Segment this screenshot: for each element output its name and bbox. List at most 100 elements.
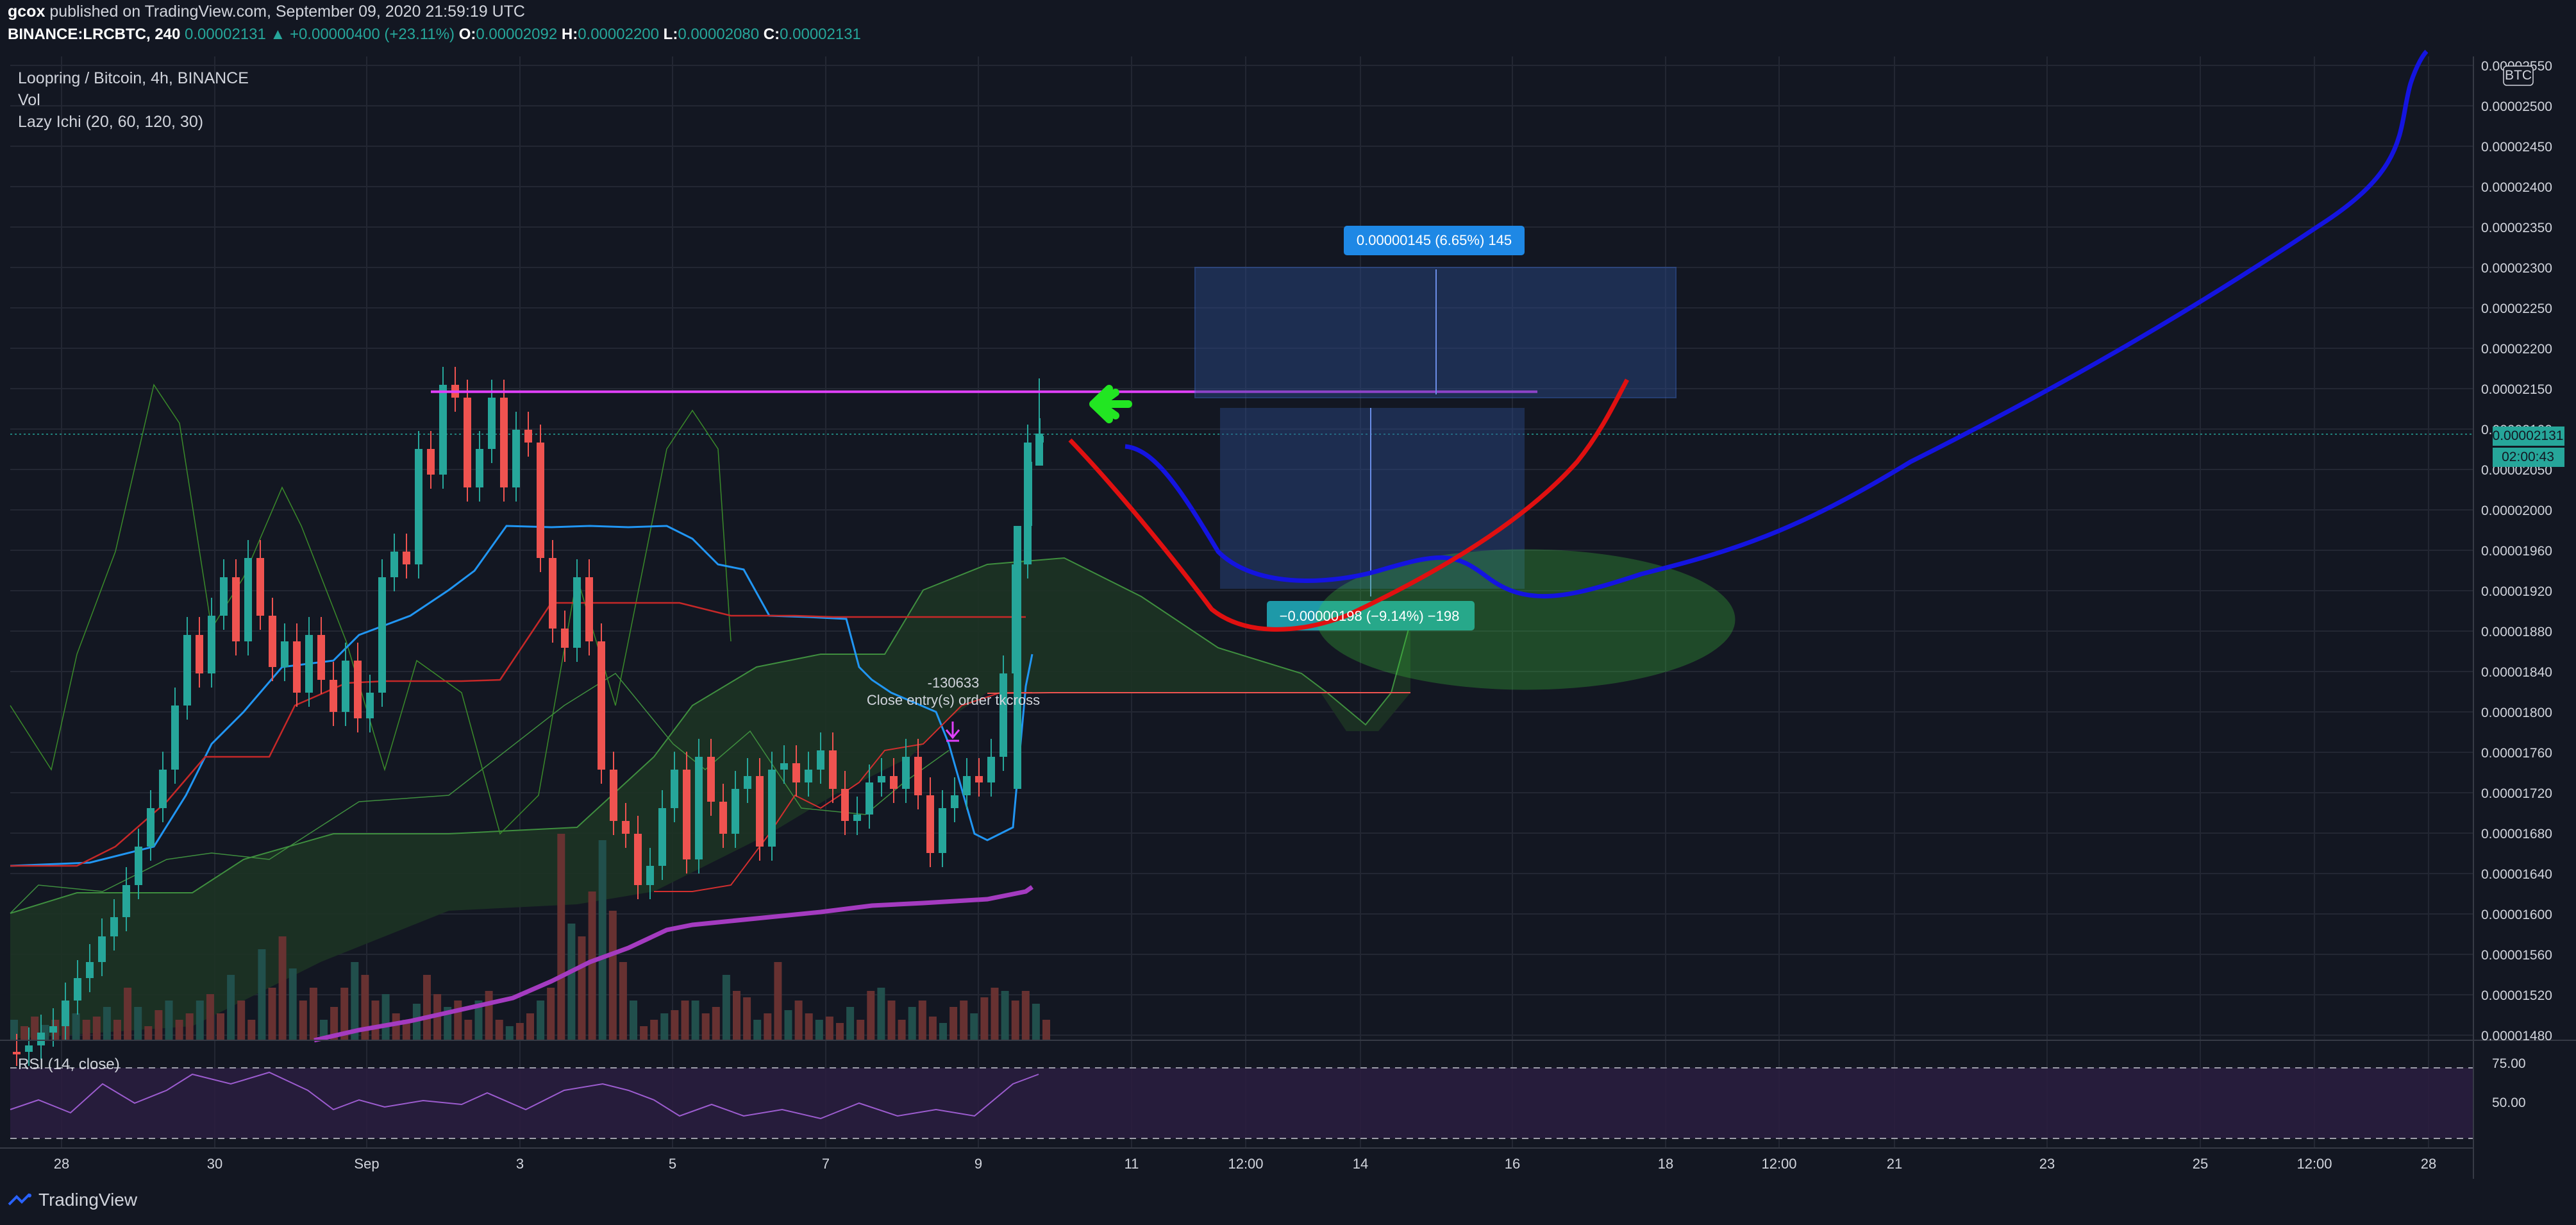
volume-bar: [134, 1007, 142, 1040]
candle-body: [537, 443, 544, 558]
candle-body: [196, 635, 203, 673]
volume-bar: [691, 1001, 699, 1040]
candle-body: [951, 795, 958, 808]
candle-body: [805, 770, 812, 782]
target-label-text: 0.00000145 (6.65%) 145: [1357, 232, 1512, 248]
candle-body: [135, 847, 142, 885]
candle-body: [841, 789, 849, 821]
rsi-band: [10, 1068, 2473, 1138]
candle-body: [695, 757, 703, 859]
volume-bar: [712, 1007, 720, 1040]
symbol-info-bar: BINANCE:LRCBTC, 240 0.00002131 ▲ +0.0000…: [8, 26, 861, 44]
volume-bar: [124, 988, 132, 1040]
rsi-pane: [10, 1067, 2473, 1139]
volume-bar: [764, 1013, 772, 1040]
candle-body: [342, 661, 349, 712]
rsi-level-75: 75.00: [2492, 1056, 2526, 1071]
candle-body: [987, 757, 995, 782]
volume-bar: [515, 1023, 524, 1040]
volume-bar: [258, 949, 266, 1040]
y-tick-label: 0.00001840: [2481, 665, 2552, 680]
x-tick-label: 7: [822, 1156, 830, 1172]
order-arrow-icon: [945, 722, 960, 742]
stop-zone-box: [1220, 408, 1525, 589]
volume-bar: [537, 1001, 545, 1040]
y-tick-label: 0.00001720: [2481, 786, 2552, 801]
price-change: +0.00000400 (+23.11%): [289, 26, 455, 43]
volume-bar: [392, 1013, 400, 1040]
volume-bar: [794, 1001, 803, 1040]
volume-bar: [268, 988, 276, 1040]
volume-bar: [701, 1013, 710, 1040]
volume-bar: [144, 1026, 153, 1040]
tenkan-line: [10, 525, 1033, 867]
candle-body: [293, 641, 301, 693]
volume-bar: [908, 1007, 916, 1040]
x-tick-label: 21: [1887, 1156, 1902, 1172]
volume-bar: [237, 1001, 246, 1040]
volume-bar: [485, 991, 493, 1040]
candle-body: [1014, 526, 1021, 789]
candle-body: [939, 808, 946, 853]
drawings[interactable]: [431, 49, 2429, 742]
high-label: H:: [561, 26, 578, 43]
x-tick-label: 18: [1658, 1156, 1673, 1172]
y-tick-label: 0.00002500: [2481, 99, 2552, 114]
low-value: 0.00002080: [678, 26, 760, 43]
volume-bar: [103, 1007, 111, 1040]
candle-body: [634, 834, 642, 885]
publish-info: gcox published on TradingView.com, Septe…: [8, 3, 525, 21]
y-tick-label: 0.00002350: [2481, 221, 2552, 235]
volume-bar: [31, 1017, 39, 1040]
legend-vol[interactable]: Vol: [18, 91, 40, 109]
order-value-text: -130633: [928, 675, 980, 691]
volume-bar: [784, 1010, 792, 1040]
volume-bar: [733, 991, 740, 1040]
candle-body: [183, 635, 191, 705]
candle-body: [573, 577, 581, 648]
candle-body: [366, 693, 374, 718]
candle-body: [13, 1052, 21, 1054]
legend-title[interactable]: Loopring / Bitcoin, 4h, BINANCE: [18, 69, 249, 87]
publish-text: published on TradingView.com, September …: [49, 3, 525, 21]
y-tick-label: 0.00001520: [2481, 988, 2552, 1003]
candle-body: [171, 705, 179, 770]
kijun-line: [10, 602, 1026, 867]
candle-body: [354, 661, 362, 718]
candle-body: [122, 885, 130, 917]
candle-body: [744, 776, 751, 789]
candle-body: [1035, 434, 1043, 466]
y-tick-label: 0.00002300: [2481, 261, 2552, 276]
volume-bar: [495, 1020, 503, 1040]
x-tick-label: 12:00: [2296, 1156, 2332, 1172]
volume-bar: [619, 962, 627, 1040]
brand-name: TradingView: [38, 1190, 138, 1210]
y-tick-label: 0.00002150: [2481, 382, 2552, 397]
volume-bar: [846, 1007, 855, 1040]
volume-bar: [185, 1013, 194, 1040]
candle-body: [732, 789, 739, 834]
author-name[interactable]: gcox: [8, 3, 46, 21]
candle-body: [683, 770, 690, 859]
x-tick-label: 28: [2421, 1156, 2436, 1172]
candle-body: [817, 750, 824, 770]
tradingview-logo[interactable]: TradingView: [8, 1190, 137, 1210]
candle-body: [159, 770, 167, 808]
volume-bar: [381, 994, 390, 1040]
candle-body: [658, 808, 666, 866]
volume-bar: [815, 1020, 823, 1040]
x-tick-label: 5: [669, 1156, 676, 1172]
candle-body: [561, 629, 569, 648]
candle-body: [671, 770, 678, 808]
symbol-name[interactable]: BINANCE:LRCBTC, 240: [8, 26, 181, 43]
volume-bar: [526, 1013, 534, 1040]
lagging-line: [10, 673, 949, 914]
volume-bar: [113, 1020, 121, 1040]
volume-bar: [1032, 1004, 1040, 1040]
candle-body: [792, 763, 800, 782]
candle-body: [49, 1026, 57, 1033]
legend-ichi[interactable]: Lazy Ichi (20, 60, 120, 30): [18, 113, 204, 131]
candle-body: [220, 577, 228, 616]
price-tag: [2493, 427, 2564, 446]
